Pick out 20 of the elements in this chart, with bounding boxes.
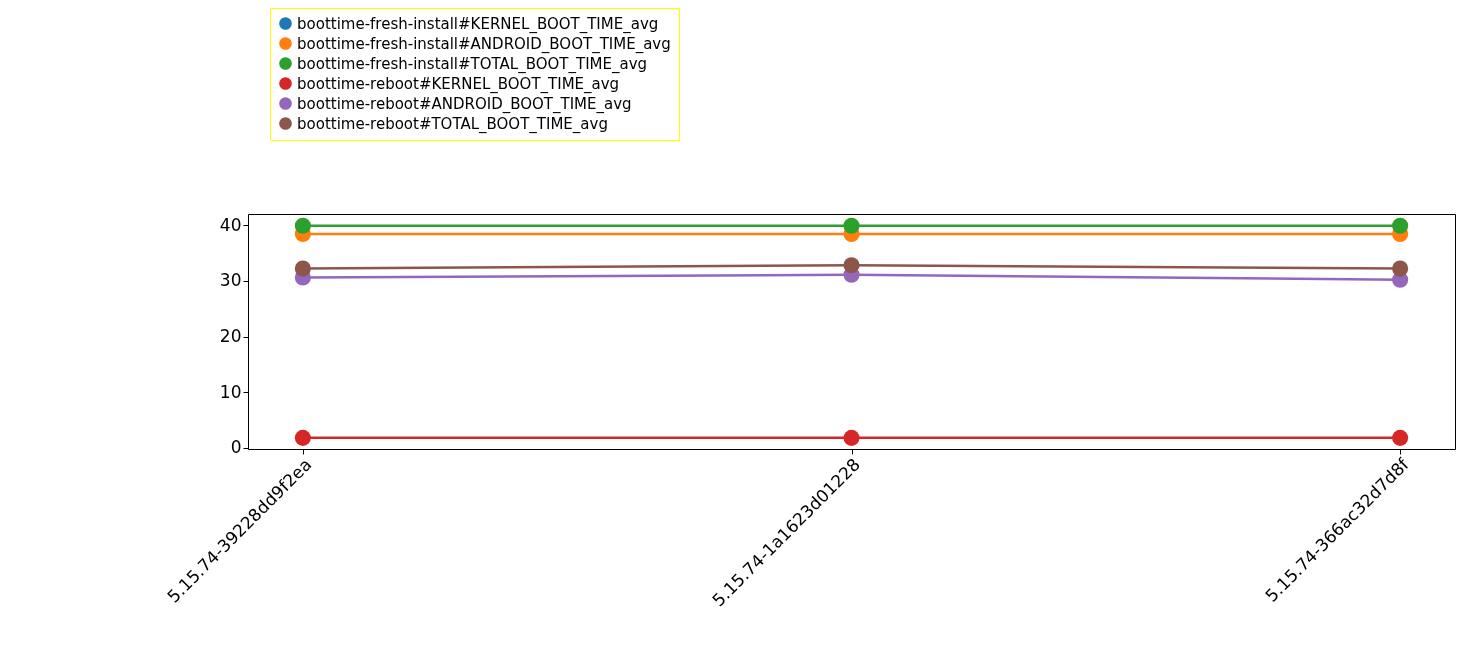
legend-label: boottime-fresh-install#KERNEL_BOOT_TIME_avg	[297, 14, 659, 34]
point	[843, 217, 860, 234]
point	[294, 217, 311, 234]
y-tick-label: 0	[230, 437, 242, 458]
legend-label: boottime-reboot#TOTAL_BOOT_TIME_avg	[297, 114, 608, 134]
point	[294, 429, 311, 446]
point	[843, 257, 860, 274]
point	[1392, 429, 1409, 446]
legend-label: boottime-fresh-install#ANDROID_BOOT_TIME_avg	[297, 34, 671, 54]
legend-label: boottime-fresh-install#TOTAL_BOOT_TIME_avg	[297, 54, 648, 74]
y-tick-label: 40	[219, 214, 242, 235]
y-tick-label: 20	[219, 326, 242, 347]
point	[1392, 260, 1409, 277]
legend-label: boottime-reboot#KERNEL_BOOT_TIME_avg	[297, 74, 620, 94]
legend-label: boottime-reboot#ANDROID_BOOT_TIME_avg	[297, 94, 632, 114]
y-tick-label: 30	[219, 270, 242, 291]
y-tick-label: 10	[219, 381, 242, 402]
point	[1392, 217, 1409, 234]
point	[843, 429, 860, 446]
point	[294, 260, 311, 277]
